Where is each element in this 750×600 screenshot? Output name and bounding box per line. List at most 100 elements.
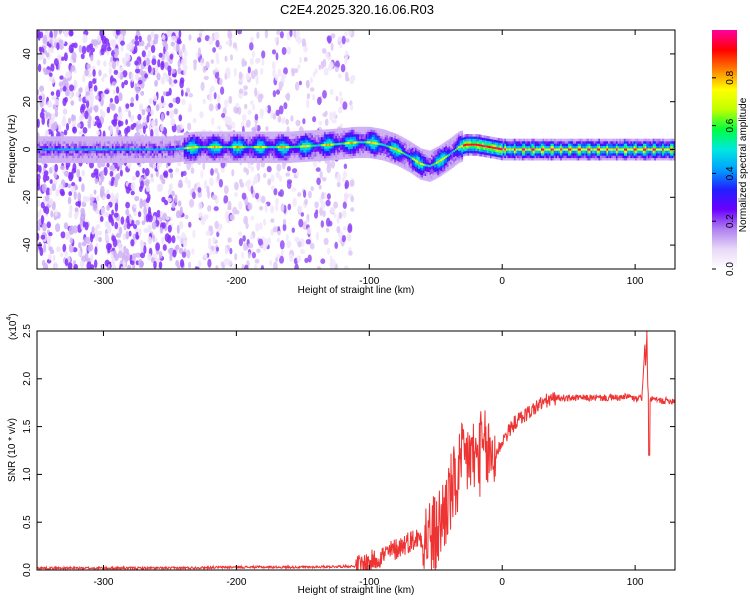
spectrogram-ridge-cell [352, 127, 355, 130]
spectrogram-ridge-cell [312, 130, 315, 133]
spectrogram-speckle [348, 250, 353, 256]
spectrogram-speckle [139, 252, 146, 259]
spectrogram-ridge-cell [239, 155, 242, 159]
spectrogram-speckle [153, 94, 158, 102]
spectrogram-ridge-cell [196, 157, 199, 161]
spectrogram-ridge-cell [357, 131, 360, 135]
spectrogram-speckle [224, 99, 229, 108]
spectrogram-ridge-cell [188, 132, 191, 135]
spectrogram-ridge-cell [148, 160, 151, 163]
spectrogram-speckle [44, 30, 49, 36]
spectrogram-speckle [154, 126, 159, 135]
spectrogram-ridge-cell [348, 137, 350, 140]
spectrogram-ridge-core [289, 146, 291, 149]
spectrogram-ridge-cell [395, 157, 398, 161]
spectrogram-ridge-cell [330, 155, 333, 158]
spectrogram-speckle [96, 130, 101, 136]
spectrogram-speckle [48, 198, 54, 206]
spectrogram-ridge-cell [186, 139, 189, 143]
spectrogram-speckle [88, 80, 93, 89]
spectrogram-ridge-cell [118, 155, 121, 159]
spectrogram-speckle [113, 53, 118, 59]
spectrogram-ridge-cell [292, 138, 294, 142]
spectrogram-ridge-cell [80, 155, 82, 159]
spectrogram-ridge-cell [156, 138, 159, 142]
spectrogram-ridge-cell [164, 136, 167, 139]
spectrogram-speckle [181, 99, 186, 106]
spectrogram-ridge-cell [300, 133, 302, 136]
spectrogram-ridge-core [387, 145, 390, 148]
spectrogram-ridge-core [300, 145, 302, 148]
spectrogram-ridge-cell [354, 136, 357, 140]
spectrogram-speckle [317, 96, 322, 106]
spectrogram-ridge-cell [292, 141, 294, 144]
spectrogram-ridge-cell [166, 136, 168, 139]
spectrogram-ridge-cell [317, 158, 320, 162]
spectrogram-ridge-cell [206, 160, 208, 163]
spectrogram-ridge-cell [317, 132, 320, 135]
spectrogram-ridge-cell [88, 157, 90, 161]
spectrogram-speckle [63, 30, 69, 38]
spectrogram-ridge-cell [186, 137, 189, 140]
spectrogram-ridge-cell [357, 143, 360, 147]
spectrogram-ridge-cell [159, 136, 162, 139]
spectrogram-ridge-cell [198, 134, 200, 137]
spectrogram-ridge-cell [373, 156, 376, 159]
spectrogram-ridge-cell [305, 152, 307, 155]
spectrogram-ridge-core [266, 146, 269, 149]
spectrogram-ridge-cell [263, 134, 266, 137]
spectrogram-ridge-cell [383, 153, 385, 156]
spectrogram-ridge-cell [354, 155, 357, 159]
spectrogram-ridge-cell [94, 145, 97, 149]
spectrogram-ridge-cell [340, 145, 342, 148]
spectrogram-ridge-cell [151, 153, 154, 156]
spectrogram-ridge-cell [282, 155, 285, 159]
spectrogram-speckle [147, 236, 152, 245]
spectrogram-ridge-core [284, 146, 286, 149]
spectrogram-ridge-cell [247, 134, 250, 137]
spectrogram-speckle [68, 226, 73, 235]
spectrogram-speckle [123, 79, 129, 86]
spectrogram-ridge-cell [298, 154, 301, 158]
spectrogram-ridge-core [167, 148, 170, 151]
spectrogram-ridge-cell [371, 151, 374, 154]
spectrogram-speckle [216, 231, 220, 238]
spectrogram-ridge-core [91, 148, 93, 151]
spectrogram-ridge-cell [131, 136, 133, 139]
spectrogram-ridge-cell [38, 157, 41, 161]
spectrogram-ridge-cell [70, 160, 73, 163]
spectrogram-ridge-cell [328, 136, 331, 139]
spectrogram-ridge-cell [255, 138, 258, 142]
spectrogram-ridge-cell [340, 135, 342, 138]
spectrogram-ridge-cell [222, 160, 224, 163]
spectrogram-ridge-cell [269, 150, 272, 154]
spectrogram-ridge-cell [324, 151, 326, 154]
spectrogram-ridge-cell [328, 153, 331, 156]
spectrogram-ridge-cell [89, 153, 92, 156]
spectrogram-ridge-core [297, 145, 299, 148]
spectrogram-ridge-cell [242, 153, 245, 156]
spectrogram-ridge-cell [290, 133, 293, 137]
spectrogram-speckle [89, 197, 95, 202]
spectrogram-ridge-cell [344, 139, 347, 143]
spectrogram-ridge-cell [242, 155, 245, 159]
spectrogram-ridge-cell [392, 154, 395, 157]
spectrogram-ridge-cell [102, 145, 105, 149]
spectrogram-ridge-core [180, 147, 183, 150]
spectrogram-speckle [166, 110, 170, 116]
spectrogram-speckle [59, 87, 63, 93]
spectrogram-ridge-cell [196, 148, 199, 151]
spectrogram-ridge-cell [354, 148, 357, 151]
spectrogram-ridge-cell [75, 145, 78, 149]
spectrogram-ridge-cell [300, 152, 302, 155]
spectrogram-ridge-cell [273, 131, 275, 135]
spectrogram-ridge-cell [167, 150, 170, 154]
spectrogram-speckle [286, 240, 292, 249]
spectrogram-ridge-cell [132, 138, 135, 142]
spectrogram-ridge-cell [316, 132, 318, 135]
spectrogram-ridge-cell [163, 145, 165, 149]
spectrogram-ridge-core [249, 146, 251, 149]
spectrogram-speckle [71, 114, 77, 121]
spectrogram-speckle [336, 181, 341, 188]
spectrogram-speckle [168, 168, 173, 173]
